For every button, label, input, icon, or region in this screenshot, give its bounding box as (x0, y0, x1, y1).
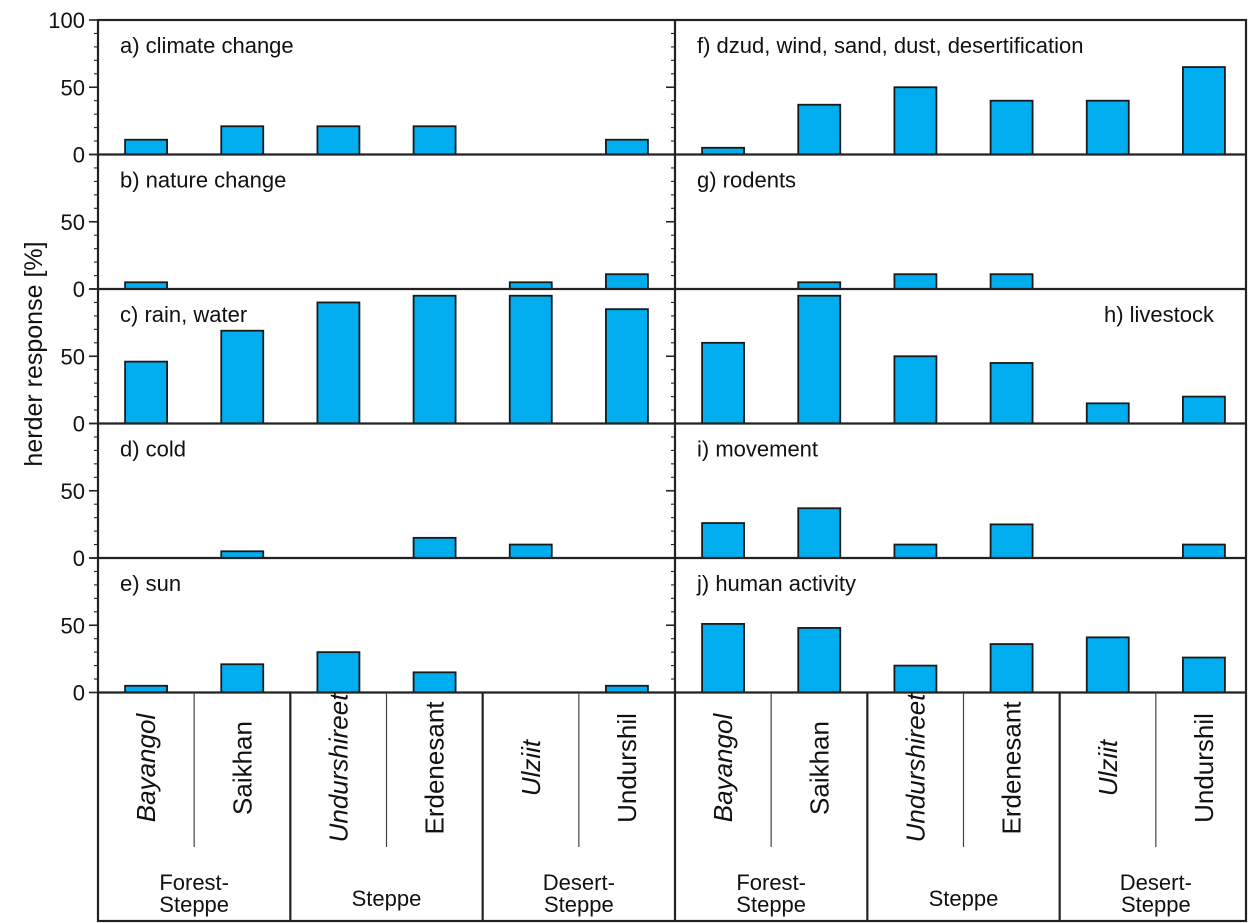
bar (989, 643, 1034, 694)
bar (797, 103, 842, 156)
bar (797, 507, 842, 559)
zone-label: Steppe (159, 892, 229, 917)
bar (1085, 99, 1130, 156)
category-tick-label: Bayangol (708, 713, 738, 823)
panel-label: f) dzud, wind, sand, dust, desertificati… (697, 33, 1083, 58)
panel-label: e) sun (120, 571, 181, 596)
category-tick-label: Saikhan (227, 721, 257, 815)
bar (412, 294, 457, 425)
bar (893, 543, 938, 559)
y-tick-label: 100 (48, 8, 85, 33)
bar (893, 664, 938, 694)
zone-label: Steppe (544, 892, 614, 917)
y-tick-label: 50 (61, 344, 85, 369)
bar (989, 523, 1034, 559)
y-tick-label: 50 (61, 75, 85, 100)
category-tick-label: Ulziit (1093, 738, 1123, 796)
zone-label: Steppe (352, 886, 422, 911)
zone-label: Desert- (1120, 870, 1192, 895)
text-layer: 100 50 0 50 0 50 0 50 0 50 0 a) climate change b) na… (48, 8, 1219, 917)
category-tick-label: Bayangol (131, 713, 161, 823)
bar (989, 362, 1034, 425)
bar (316, 301, 361, 425)
panel-label: b) nature change (120, 168, 286, 193)
bar (220, 663, 265, 694)
category-tick-label: Undurshil (612, 713, 642, 823)
bar (797, 294, 842, 425)
bar (220, 329, 265, 425)
bar (605, 138, 649, 156)
bar (1182, 543, 1226, 559)
bar (220, 125, 265, 156)
zone-label: Steppe (929, 886, 999, 911)
bar (412, 536, 457, 559)
bar (1182, 395, 1226, 425)
category-tick-label: Erdenesant (420, 701, 450, 835)
bar (701, 522, 745, 559)
y-tick-label: 0 (73, 277, 85, 302)
zone-label: Forest- (736, 870, 806, 895)
category-tick-label: Undurshireet (323, 692, 353, 843)
y-tick-label: 50 (61, 210, 85, 235)
category-tick-label: Ulziit (516, 738, 546, 796)
category-tick-label: Undurshireet (900, 692, 930, 843)
bar (316, 125, 361, 156)
panel-label: c) rain, water (120, 302, 247, 327)
panel-label: g) rodents (697, 168, 796, 193)
bar (316, 651, 361, 694)
panel-label: a) climate change (120, 33, 294, 58)
y-tick-label: 0 (73, 546, 85, 571)
bar (508, 543, 553, 559)
category-tick-label: Undurshil (1189, 713, 1219, 823)
y-tick-label: 0 (73, 412, 85, 437)
zone-label: Desert- (543, 870, 615, 895)
panel-label: d) cold (120, 437, 186, 462)
outer-frame (96, 18, 1248, 923)
bar (605, 308, 649, 425)
bar (124, 138, 168, 156)
bar (893, 273, 938, 290)
bar (893, 86, 938, 156)
tick-layer (89, 19, 675, 694)
y-tick-label: 0 (73, 143, 85, 168)
bar (989, 273, 1034, 290)
frame-layer (96, 18, 1248, 923)
zone-label: Forest- (159, 870, 229, 895)
y-tick-label: 50 (61, 613, 85, 638)
bar (989, 99, 1034, 156)
zone-label: Steppe (1121, 892, 1191, 917)
bar (124, 360, 168, 425)
panel-label: j) human activity (696, 571, 856, 596)
bar (412, 671, 457, 694)
panel-label: h) livestock (1104, 302, 1215, 327)
bar (1085, 402, 1130, 425)
zone-label: Steppe (736, 892, 806, 917)
bar (508, 294, 553, 425)
bar (701, 623, 745, 694)
bar (701, 341, 745, 425)
y-tick-label: 0 (73, 681, 85, 706)
bar (1182, 656, 1226, 694)
bar (893, 355, 938, 425)
bar-layer (124, 66, 1226, 694)
bar (1085, 636, 1130, 694)
y-axis-label: herder response [%] (20, 241, 48, 466)
bar (412, 125, 457, 156)
panel-label: i) movement (697, 437, 818, 462)
category-tick-label: Erdenesant (997, 701, 1027, 835)
bar (797, 627, 842, 694)
bar (1182, 66, 1226, 156)
bar (605, 273, 649, 290)
y-tick-label: 50 (61, 479, 85, 504)
category-tick-label: Saikhan (804, 721, 834, 815)
